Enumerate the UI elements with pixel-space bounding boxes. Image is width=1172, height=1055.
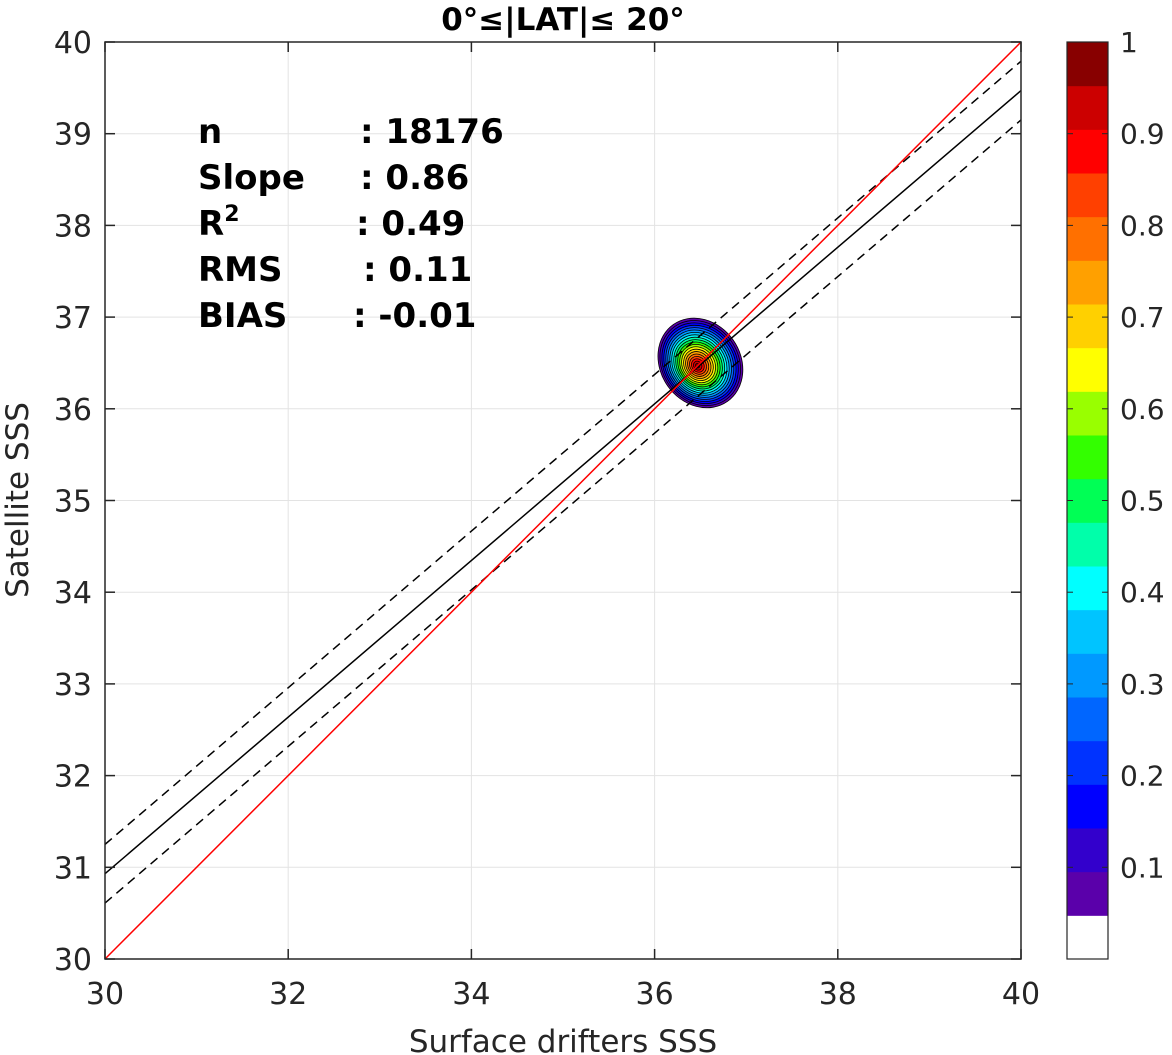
colorbar-segment	[1067, 173, 1108, 218]
x-axis-ticks: 30 32 34 36 38 40	[86, 42, 1040, 1012]
colorbar-segment	[1067, 216, 1108, 261]
colorbar-tick-label: 0.1	[1120, 851, 1165, 884]
y-tick-label: 30	[54, 943, 92, 978]
y-tick-label: 40	[54, 26, 92, 61]
colorbar: 0.1 0.2 0.3 0.4 0.5 0.6 0.7 0.8 0.9 1	[1066, 26, 1165, 960]
colorbar-segment	[1067, 828, 1108, 873]
x-axis-label: Surface drifters SSS	[409, 1024, 717, 1055]
colorbar-segment	[1067, 740, 1108, 785]
x-tick-label: 36	[636, 977, 674, 1012]
colorbar-segment	[1067, 784, 1108, 829]
stat-label: R2	[198, 202, 240, 244]
colorbar-tick-label: 0.4	[1120, 576, 1165, 609]
colorbar-segment	[1067, 566, 1108, 611]
stats-box: n : 18176 Slope : 0.86 R2 : 0.49 RMS : 0.11 BIAS…	[198, 112, 504, 336]
colorbar-segment	[1067, 609, 1108, 654]
stat-label: RMS	[198, 250, 283, 290]
fit-line	[104, 90, 1022, 875]
y-tick-label: 32	[54, 760, 92, 795]
stat-value: : -0.01	[353, 296, 476, 336]
colorbar-segment	[1067, 85, 1108, 130]
y-tick-label: 39	[54, 118, 92, 153]
x-tick-label: 32	[269, 977, 307, 1012]
y-tick-label: 37	[54, 301, 92, 336]
x-tick-label: 40	[1002, 977, 1040, 1012]
stat-label: n	[198, 112, 222, 152]
colorbar-tick-label: 0.9	[1120, 118, 1165, 151]
colorbar-tick-label: 0.3	[1120, 668, 1165, 701]
colorbar-segment	[1067, 871, 1108, 916]
colorbar-segment	[1067, 391, 1108, 436]
colorbar-tick-label: 0.8	[1120, 209, 1165, 242]
stat-value: : 0.49	[356, 204, 465, 244]
chart-title: 0°≤|LAT|≤ 20°	[441, 2, 685, 38]
y-tick-label: 35	[54, 485, 92, 520]
colorbar-tick-label: 0.7	[1120, 301, 1165, 334]
colorbar-segment	[1067, 129, 1108, 174]
x-tick-label: 30	[86, 977, 124, 1012]
colorbar-segment	[1067, 915, 1108, 960]
colorbar-segment	[1067, 347, 1108, 392]
y-tick-label: 38	[54, 209, 92, 244]
colorbar-segment	[1067, 260, 1108, 305]
y-tick-label: 34	[54, 576, 92, 611]
colorbar-segment	[1067, 653, 1108, 698]
y-axis-label: Satellite SSS	[0, 402, 36, 598]
regression-lines	[104, 41, 1022, 960]
colorbar-segment	[1067, 304, 1108, 349]
colorbar-segment	[1067, 435, 1108, 480]
colorbar-tick-label: 0.5	[1120, 485, 1165, 518]
y-tick-label: 31	[54, 851, 92, 886]
fit-lower-line	[104, 119, 1022, 904]
colorbar-segment	[1067, 42, 1108, 87]
y-axis-ticks: 30 31 32 33 34 35 36 37 38 39 40	[54, 26, 1021, 978]
stat-value: : 0.11	[363, 250, 472, 290]
stat-label: Slope	[198, 158, 305, 198]
stat-label: BIAS	[198, 296, 287, 336]
colorbar-segment	[1067, 697, 1108, 742]
colorbar-segment	[1067, 522, 1108, 567]
fit-upper-line	[104, 60, 1022, 845]
x-tick-label: 34	[452, 977, 490, 1012]
stat-value: : 18176	[360, 112, 504, 152]
y-tick-label: 33	[54, 668, 92, 703]
one-to-one-line	[104, 41, 1022, 960]
colorbar-tick-label: 1	[1120, 26, 1138, 59]
colorbar-tick-label: 0.6	[1120, 393, 1165, 426]
x-tick-label: 38	[819, 977, 857, 1012]
colorbar-segment	[1067, 478, 1108, 523]
colorbar-tick-label: 0.2	[1120, 760, 1165, 793]
stat-value: : 0.86	[360, 158, 469, 198]
y-tick-label: 36	[54, 393, 92, 428]
